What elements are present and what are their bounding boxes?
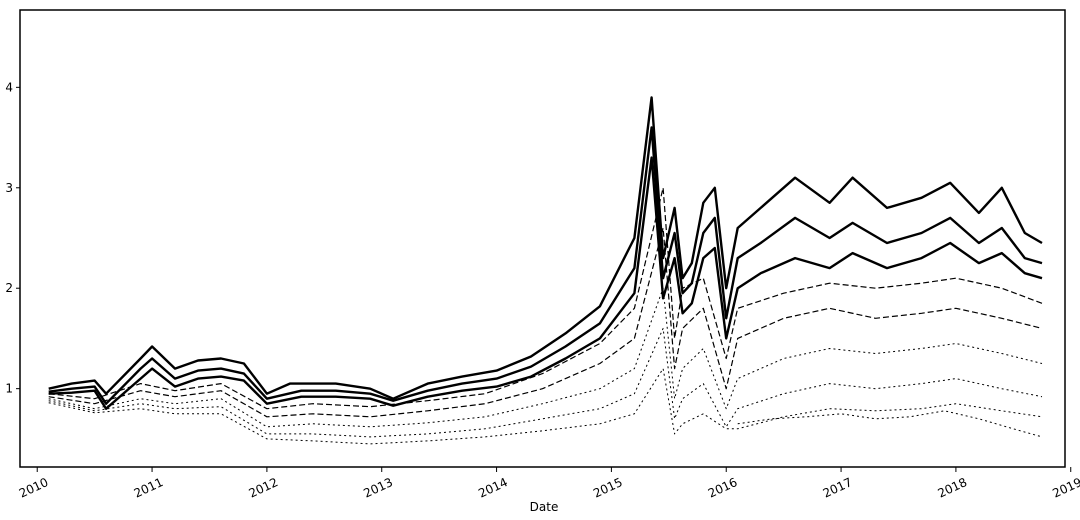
x-axis: 2010 2011 2012 2013 2014 2015 2016 2017 2018 2019 <box>17 467 1080 501</box>
x-tick-label: 2010 <box>17 475 51 501</box>
x-axis-title: Date <box>530 500 559 514</box>
series-line-1 <box>48 96 1043 400</box>
x-tick-label: 2018 <box>936 475 970 501</box>
x-tick-label: 2015 <box>591 475 625 501</box>
x-tick-label: 2014 <box>476 475 510 501</box>
x-tick-label: 2019 <box>1050 475 1080 501</box>
series-line-3 <box>48 156 1043 410</box>
series-line-7 <box>48 327 1043 438</box>
y-tick-label: 4 <box>5 80 13 94</box>
series-line-4 <box>48 187 1043 410</box>
x-tick-label: 2013 <box>361 475 395 501</box>
y-tick-label: 2 <box>5 281 13 295</box>
y-tick-label: 3 <box>5 181 13 195</box>
x-tick-label: 2016 <box>706 475 740 501</box>
x-tick-label: 2011 <box>132 475 166 501</box>
series-line-5 <box>48 227 1043 418</box>
series-line-2 <box>48 126 1043 405</box>
y-tick-label: 1 <box>5 382 13 396</box>
series-layer <box>48 96 1043 445</box>
x-tick-label: 2012 <box>247 475 281 501</box>
plot-frame <box>19 9 1066 468</box>
x-tick-label: 2017 <box>821 475 855 501</box>
series-line-9 <box>737 410 1043 438</box>
y-axis: 1 2 3 4 <box>5 80 20 396</box>
